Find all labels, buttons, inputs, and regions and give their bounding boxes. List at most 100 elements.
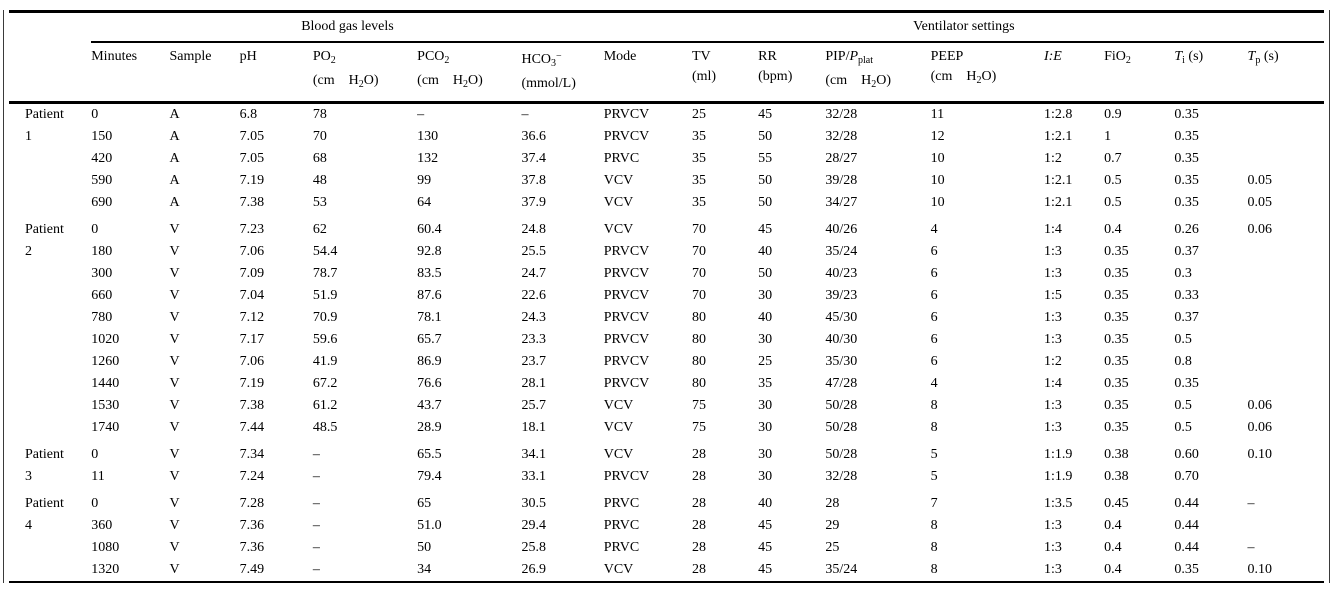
cell-ph: 7.23	[239, 222, 265, 237]
cell-pip_pplat: 32/28	[825, 107, 858, 122]
cell-peep: 10	[930, 151, 945, 166]
header-text-segment: 2	[444, 55, 450, 66]
cell-fio2: 0.35	[1104, 266, 1129, 281]
cell-peep: 5	[930, 447, 938, 462]
cell-pip_pplat: 32/28	[825, 129, 858, 144]
cell-ie: 1:2	[1043, 354, 1062, 369]
column-header-ph: pH	[239, 42, 313, 104]
cell-ph: 7.12	[239, 310, 265, 325]
cell-tp: 0.06	[1247, 222, 1273, 237]
patient-column-spacer	[9, 12, 91, 43]
cell-hco3: 34.1	[521, 447, 546, 462]
cell-pco2: 130	[417, 129, 439, 144]
patient-label: Patient 1	[25, 107, 64, 144]
cell-ti: 0.35	[1174, 129, 1199, 144]
cell-rr: 45	[758, 222, 773, 237]
cell-ti: 0.3	[1174, 266, 1192, 281]
cell-ie: 1:3	[1043, 420, 1062, 435]
cell-peep: 8	[930, 540, 938, 555]
cell-tp: 0.10	[1247, 562, 1273, 577]
cell-pip_pplat: 40/23	[825, 266, 858, 281]
cell-tv: 35	[691, 151, 706, 166]
cell-pip_pplat: 40/26	[825, 222, 858, 237]
cell-hco3: 25.8	[521, 540, 546, 555]
cell-pip_pplat: 35/24	[825, 244, 858, 259]
cell-pco2: 43.7	[417, 398, 442, 413]
cell-hco3: 24.7	[521, 266, 546, 281]
cell-sample: V	[169, 332, 180, 347]
cell-ph: 7.17	[239, 332, 265, 347]
column-header-tp: Tp (s)	[1247, 42, 1324, 104]
cell-minutes: 1320	[91, 562, 120, 577]
cell-rr: 30	[758, 447, 773, 462]
column-header-pip_pplat: PIP/Pplat (cm H2O)	[825, 42, 931, 104]
cell-ie: 1:2	[1043, 151, 1062, 166]
cell-rr: 30	[758, 398, 773, 413]
cell-mode: PRVC	[603, 496, 640, 511]
cell-minutes: 690	[91, 195, 113, 210]
cell-pco2: 86.9	[417, 354, 442, 369]
column-header-ti: Ti (s)	[1174, 42, 1248, 104]
cell-tp: 0.06	[1247, 398, 1273, 413]
cell-tp	[1248, 329, 1324, 351]
cell-mode: VCV	[603, 562, 634, 577]
cell-sample: V	[169, 540, 180, 555]
column-header-pco2: PCO2 (cm H2O)	[417, 42, 522, 104]
cell-ie: 1:3	[1043, 398, 1062, 413]
cell-fio2: 0.35	[1104, 398, 1129, 413]
cell-hco3: 37.8	[521, 173, 546, 188]
table-row: 420 A 7.05 68 132 37.4 PRVC 35 55 28/27 10 1:2 0.7 0.…	[9, 148, 1324, 170]
cell-ph: 7.05	[239, 151, 265, 166]
header-text-segment: pH	[239, 49, 257, 64]
header-text-segment: −	[556, 51, 562, 62]
header-text-segment: 2	[330, 55, 336, 66]
cell-minutes: 1260	[91, 354, 120, 369]
cell-ph: 7.04	[239, 288, 265, 303]
cell-minutes: 420	[91, 151, 113, 166]
column-header-mode: Mode	[603, 42, 692, 104]
table-row: 300 V 7.09 78.7 83.5 24.7 PRVCV 70 50 40/23 6 1:3 0.…	[9, 263, 1324, 285]
cell-ti: 0.5	[1174, 332, 1192, 347]
cell-tv: 28	[691, 540, 706, 555]
header-text-segment: PO	[312, 49, 331, 64]
cell-mode: PRVCV	[603, 332, 650, 347]
header-text-segment: I:E	[1043, 49, 1062, 64]
header-text-segment: TV	[691, 49, 711, 64]
table-frame: Blood gas levels Ventilator settings Minu…	[3, 10, 1330, 583]
cell-peep: 10	[930, 195, 945, 210]
cell-mode: PRVCV	[603, 244, 650, 259]
cell-ph: 7.09	[239, 266, 265, 281]
cell-fio2: 0.38	[1104, 447, 1129, 462]
cell-peep: 7	[930, 496, 938, 511]
cell-rr: 40	[758, 496, 773, 511]
header-text-segment: 2	[358, 79, 364, 90]
header-text-segment: (bpm)	[758, 69, 793, 84]
cell-ph: 7.06	[239, 244, 265, 259]
cell-sample: V	[169, 518, 180, 533]
table-row: 180 V 7.06 54.4 92.8 25.5 PRVCV 70 40 35/24 6 1:3 0.…	[9, 241, 1324, 263]
cell-hco3: 29.4	[521, 518, 546, 533]
table-row: 1530 V 7.38 61.2 43.7 25.7 VCV 75 30 50/28 8 1:3 0.3…	[9, 395, 1324, 417]
cell-tv: 80	[691, 376, 706, 391]
table-row: 690 A 7.38 53 64 37.9 VCV 35 50 34/27 10 1:2.1 0.5 0.…	[9, 192, 1324, 214]
cell-minutes: 180	[91, 244, 113, 259]
header-text-segment: (s)	[1184, 49, 1204, 64]
cell-minutes: 780	[91, 310, 113, 325]
cell-pco2: 92.8	[417, 244, 442, 259]
cell-po2: 61.2	[312, 398, 338, 413]
header-text-segment: FiO	[1104, 49, 1126, 64]
cell-sample: A	[169, 173, 180, 188]
cell-po2: 53	[312, 195, 327, 210]
cell-ie: 1:2.1	[1043, 173, 1073, 188]
cell-fio2: 0.35	[1104, 244, 1129, 259]
cell-tv: 28	[691, 469, 706, 484]
cell-tp	[1248, 263, 1324, 285]
cell-hco3: 22.6	[521, 288, 546, 303]
cell-tp: 0.10	[1247, 447, 1273, 462]
cell-tp: 0.06	[1247, 420, 1273, 435]
cell-tp	[1248, 126, 1324, 148]
table-row: 590 A 7.19 48 99 37.8 VCV 35 50 39/28 10 1:2.1 0.5 0.…	[9, 170, 1324, 192]
cell-pip_pplat: 35/30	[825, 354, 858, 369]
header-text-segment: (ml)	[691, 69, 717, 84]
cell-ie: 1:3	[1043, 310, 1062, 325]
